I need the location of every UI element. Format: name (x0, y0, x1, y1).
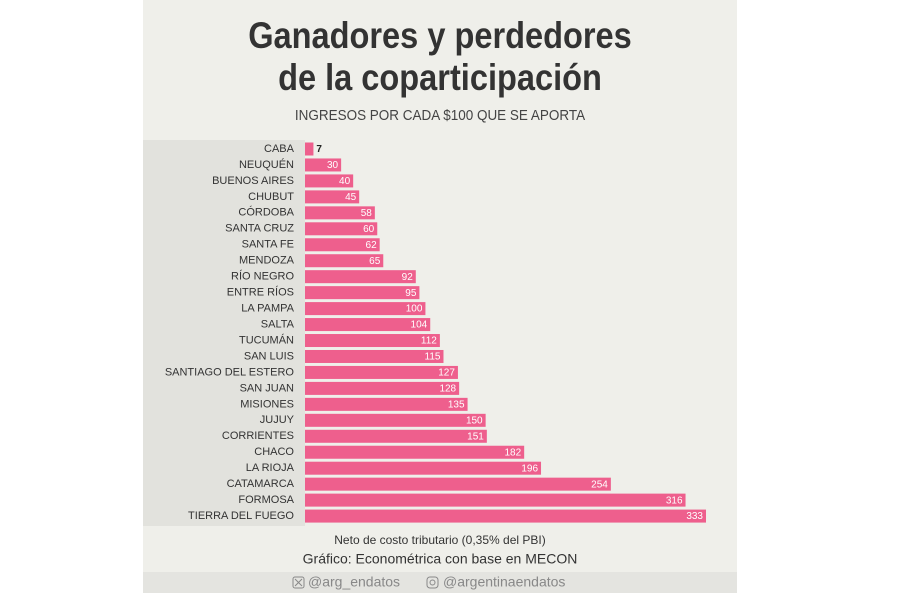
instagram-icon (426, 576, 439, 589)
value-label: 182 (504, 447, 521, 458)
bar (305, 190, 360, 204)
bar (305, 461, 542, 475)
bar (305, 493, 686, 507)
note: Neto de costo tributario (0,35% del PBI) (334, 533, 545, 547)
social-handle: @argentinaendatos (443, 574, 565, 590)
x-icon-glyph (294, 578, 303, 587)
bar (305, 429, 487, 443)
value-label: 100 (406, 304, 423, 315)
category-label: TIERRA DEL FUEGO (188, 510, 294, 522)
value-label: 40 (339, 176, 351, 187)
category-label: FORMOSA (238, 494, 294, 506)
value-label: 254 (591, 479, 608, 490)
category-label: TUCUMÁN (239, 333, 294, 346)
bar (305, 349, 444, 363)
bar (305, 174, 354, 188)
bar (305, 509, 706, 523)
category-label: SAN LUIS (244, 350, 294, 362)
category-label: ENTRE RÍOS (227, 286, 294, 299)
category-label: SAN JUAN (240, 382, 294, 394)
category-label: SANTIAGO DEL ESTERO (165, 366, 295, 378)
value-label: 128 (439, 384, 456, 395)
category-label: LA PAMPA (241, 303, 294, 315)
bar (305, 286, 420, 300)
value-label: 104 (411, 320, 428, 331)
value-label: 112 (421, 336, 437, 347)
category-label: MISIONES (240, 398, 294, 410)
bar (305, 413, 486, 427)
category-label: CHUBUT (248, 191, 294, 203)
category-label: CHACO (254, 446, 294, 458)
value-label: 333 (686, 511, 703, 522)
category-label: CÓRDOBA (238, 206, 294, 219)
category-label: CABA (264, 143, 295, 155)
bar (305, 238, 380, 252)
label-band (143, 140, 305, 526)
value-label: 135 (448, 400, 465, 411)
bar (305, 365, 458, 379)
bar (305, 445, 525, 459)
bar (305, 302, 426, 316)
bar (305, 158, 342, 172)
social-handle: @arg_endatos (308, 574, 400, 590)
category-label: CATAMARCA (227, 478, 295, 490)
category-label: SANTA CRUZ (225, 223, 294, 235)
value-label: 92 (402, 272, 414, 283)
value-label: 316 (666, 495, 683, 506)
value-label: 30 (327, 160, 339, 171)
bar (305, 477, 611, 491)
bar (305, 222, 378, 236)
source: Gráfico: Econométrica con base en MECON (303, 551, 578, 567)
title-line: Ganadores y perdedores (248, 15, 632, 56)
value-label: 60 (363, 224, 375, 235)
value-label: 150 (466, 415, 483, 426)
title-line: de la coparticipación (278, 57, 602, 98)
bar (305, 206, 375, 220)
category-label: SANTA FE (242, 239, 294, 251)
value-label: 115 (425, 352, 441, 363)
category-label: RÍO NEGRO (231, 270, 294, 283)
category-label: SALTA (261, 318, 295, 330)
value-label: 45 (345, 192, 357, 203)
bar (305, 381, 460, 395)
category-label: MENDOZA (239, 255, 295, 267)
value-label: 196 (521, 463, 538, 474)
category-label: CORRIENTES (222, 430, 294, 442)
bar (305, 270, 416, 284)
value-label: 7 (316, 144, 322, 155)
category-label: LA RIOJA (246, 462, 295, 474)
bar (305, 334, 440, 348)
value-label: 62 (366, 240, 378, 251)
value-label: 151 (467, 431, 484, 442)
category-label: NEUQUÉN (239, 158, 294, 171)
subtitle: INGRESOS POR CADA $100 QUE SE APORTA (295, 107, 586, 124)
value-label: 58 (361, 208, 373, 219)
bar (305, 142, 314, 156)
bar (305, 254, 384, 268)
value-label: 65 (369, 256, 381, 267)
bar (305, 397, 468, 411)
category-label: JUJUY (260, 414, 295, 426)
value-label: 127 (438, 368, 455, 379)
instagram-icon-lens (429, 579, 436, 586)
plot: CABA 7 NEUQUÉN 30 BUENOS AIRES 40 CHUBUT 45 CÓRD… (165, 142, 706, 523)
category-label: BUENOS AIRES (212, 175, 294, 187)
bar (305, 318, 431, 332)
value-label: 95 (405, 288, 417, 299)
x-icon (292, 576, 305, 589)
footer-band (143, 572, 737, 593)
